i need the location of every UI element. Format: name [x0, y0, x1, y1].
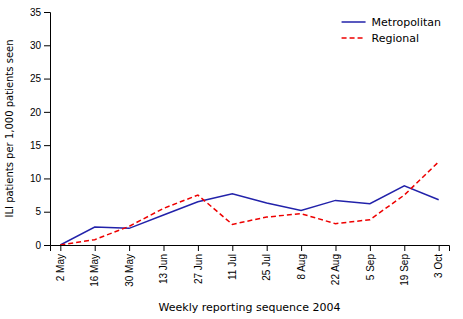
tick-label: 30 May [124, 254, 135, 287]
x-tick: 30 May [124, 245, 135, 287]
y-tick: 5 [35, 206, 50, 217]
tick-mark [267, 245, 268, 251]
x-tick: 5 Sep [365, 245, 376, 280]
tick-mark [44, 79, 50, 80]
y-tick: 30 [30, 40, 50, 51]
tick-label: 16 May [89, 254, 100, 287]
axis-line [51, 246, 450, 252]
tick-label: 25 [30, 73, 42, 84]
chart: 0 5 10 15 20 25 30 35 2 May 16 May 30 May 13 Jun 27 … [0, 0, 463, 319]
tick-mark [335, 245, 336, 251]
tick-mark [129, 245, 130, 251]
lines [60, 162, 438, 245]
x-tick: 8 Aug [296, 245, 307, 280]
x-tick: 3 Oct [433, 245, 444, 278]
tick-mark [370, 245, 371, 251]
y-axis-title: ILI patients per 1,000 patients seen [4, 39, 15, 217]
tick-label: 5 [35, 206, 41, 217]
tick-label: 22 Aug [330, 254, 341, 285]
x-tick: 27 Jun [193, 245, 204, 284]
legend-item: Regional [342, 32, 419, 45]
tick-mark [232, 245, 233, 251]
tick-mark [44, 245, 50, 246]
legend: Metropolitan Regional [342, 16, 441, 45]
tick-label: 3 Oct [433, 254, 444, 278]
tick-label: 19 Sep [399, 254, 410, 286]
tick-mark [44, 45, 50, 46]
y-tick: 10 [30, 173, 50, 184]
tick-mark [44, 145, 50, 146]
legend-label: Metropolitan [372, 16, 441, 29]
legend-label: Regional [372, 32, 419, 45]
tick-label: 15 [30, 140, 42, 151]
x-axis-title: Weekly reporting sequence 2004 [159, 301, 341, 314]
y-tick: 0 [35, 240, 50, 251]
tick-label: 25 Jul [261, 254, 272, 281]
tick-label: 13 Jun [158, 254, 169, 284]
tick-label: 5 Sep [365, 254, 376, 281]
tick-mark [439, 245, 440, 251]
legend-item: Metropolitan [342, 16, 441, 29]
tick-label: 20 [30, 107, 42, 118]
tick-mark [44, 112, 50, 113]
tick-mark [60, 245, 61, 251]
y-tick: 25 [30, 73, 50, 84]
x-axis: 2 May 16 May 30 May 13 Jun 27 Jun 11 Jul 25 Ju… [51, 245, 450, 287]
x-tick: 11 Jul [227, 245, 238, 280]
y-axis: 0 5 10 15 20 25 30 35 [30, 7, 51, 251]
tick-label: 35 [30, 7, 42, 18]
tick-label: 0 [35, 240, 41, 251]
tick-label: 27 Jun [193, 254, 204, 284]
tick-mark [164, 245, 165, 251]
tick-label: 11 Jul [227, 254, 238, 280]
x-tick: 25 Jul [261, 245, 272, 281]
tick-mark [44, 212, 50, 213]
tick-mark [198, 245, 199, 251]
tick-mark [44, 178, 50, 179]
legend-swatch [342, 21, 366, 23]
tick-mark [95, 245, 96, 251]
x-tick: 22 Aug [330, 245, 341, 285]
tick-label: 10 [30, 173, 42, 184]
tick-label: 2 May [55, 254, 66, 281]
tick-mark [44, 12, 50, 13]
x-tick: 2 May [55, 245, 66, 281]
y-tick: 15 [30, 140, 50, 151]
tick-label: 30 [30, 40, 42, 51]
x-tick: 13 Jun [158, 245, 169, 284]
plot: 0 5 10 15 20 25 30 35 2 May 16 May 30 May 13 Jun 27 … [30, 7, 450, 287]
y-tick: 20 [30, 107, 50, 118]
legend-swatch [342, 37, 366, 39]
series-line [60, 162, 438, 245]
axis-line [44, 13, 51, 246]
tick-mark [301, 245, 302, 251]
series-line [60, 186, 438, 245]
x-tick: 16 May [89, 245, 100, 287]
y-tick: 35 [30, 7, 50, 18]
x-tick: 19 Sep [399, 245, 410, 286]
tick-label: 8 Aug [296, 254, 307, 280]
tick-mark [404, 245, 405, 251]
